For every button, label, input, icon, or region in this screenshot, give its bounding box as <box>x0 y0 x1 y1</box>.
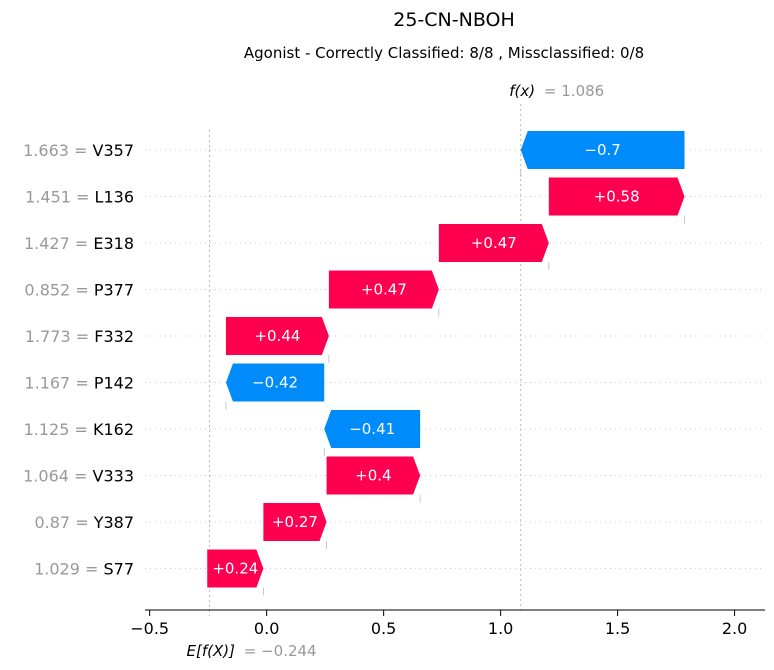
x-axis: −0.5 0.0 0.5 1.0 1.5 2.0 <box>130 609 765 638</box>
x-tick-label: 1.5 <box>605 619 630 638</box>
feature-value: 1.451 = <box>25 188 94 207</box>
bar-value-label: +0.27 <box>272 513 318 531</box>
bar-value-label: +0.47 <box>471 234 517 252</box>
feature-label-y387: 0.87 = Y387 <box>34 513 134 532</box>
feature-value: 1.427 = <box>24 234 93 253</box>
feature-label-s77: 1.029 = S77 <box>34 560 134 579</box>
chart-title: 25-CN-NBOH <box>393 9 515 31</box>
feature-name: P377 <box>94 281 134 300</box>
feature-label-v333: 1.064 = V333 <box>23 467 134 486</box>
feature-name: V333 <box>93 467 134 486</box>
feature-value: 1.029 = <box>34 560 103 579</box>
bar-s77 <box>207 549 264 588</box>
feature-value: 1.064 = <box>23 467 92 486</box>
feature-label-p377: 0.852 = P377 <box>24 281 134 300</box>
feature-name: F332 <box>94 327 134 346</box>
chart-subtitle: Agonist - Correctly Classified: 8/8 , Mi… <box>244 44 644 62</box>
feature-label-e318: 1.427 = E318 <box>24 234 134 253</box>
feature-label-v357: 1.663 = V357 <box>23 141 134 160</box>
bar-p377 <box>328 270 439 309</box>
feature-labels: 1.663 = V357 1.451 = L136 1.427 = E318 0.85… <box>23 141 134 579</box>
feature-name: V357 <box>93 141 134 160</box>
bar-v357 <box>520 131 685 169</box>
feature-value: 1.125 = <box>24 420 93 439</box>
bar-f332 <box>225 317 329 355</box>
bar-value-label: +0.44 <box>254 327 300 345</box>
feature-name: P142 <box>94 374 134 393</box>
bar-value-label: −0.7 <box>584 141 620 159</box>
x-tick-label: 2.0 <box>722 619 747 638</box>
bar-value-label: +0.24 <box>212 560 258 578</box>
feature-value: 1.773 = <box>25 327 94 346</box>
feature-name: E318 <box>93 234 134 253</box>
feature-value: 0.87 = <box>34 513 93 532</box>
bar-e318 <box>438 224 549 262</box>
feature-label-k162: 1.125 = K162 <box>24 420 134 439</box>
x-tick-label: 0.5 <box>371 619 396 638</box>
bar-p142 <box>225 363 325 402</box>
bar-group: −0.7 +0.58 +0.47 +0.47 +0.44 −0.42 −0.41 +0.4 +0… <box>207 131 685 588</box>
x-tick-label: 1.0 <box>488 619 513 638</box>
bar-value-label: +0.58 <box>594 188 640 206</box>
feature-name: L136 <box>95 188 134 207</box>
bar-v333 <box>326 456 421 495</box>
x-tick-label: 0.0 <box>254 619 279 638</box>
reference-lines <box>209 104 685 616</box>
x-tick-label: −0.5 <box>130 619 169 638</box>
bar-l136 <box>548 177 685 216</box>
feature-label-p142: 1.167 = P142 <box>24 374 134 393</box>
bar-y387 <box>263 503 327 541</box>
bar-value-label: −0.41 <box>349 420 395 438</box>
fx-label: f(x) = 1.086 <box>509 82 604 100</box>
feature-name: Y387 <box>93 513 134 532</box>
bar-value-label: +0.4 <box>355 467 391 485</box>
feature-name: S77 <box>103 560 134 579</box>
bar-value-label: −0.42 <box>252 374 298 392</box>
feature-label-l136: 1.451 = L136 <box>25 188 134 207</box>
feature-value: 0.852 = <box>24 281 93 300</box>
base-value-label: E[f(X)] = −0.244 <box>187 642 317 660</box>
bar-k162 <box>324 410 421 448</box>
feature-value: 1.167 = <box>24 374 93 393</box>
feature-name: K162 <box>93 420 134 439</box>
feature-value: 1.663 = <box>23 141 92 160</box>
bar-value-label: +0.47 <box>361 281 407 299</box>
feature-label-f332: 1.773 = F332 <box>25 327 134 346</box>
